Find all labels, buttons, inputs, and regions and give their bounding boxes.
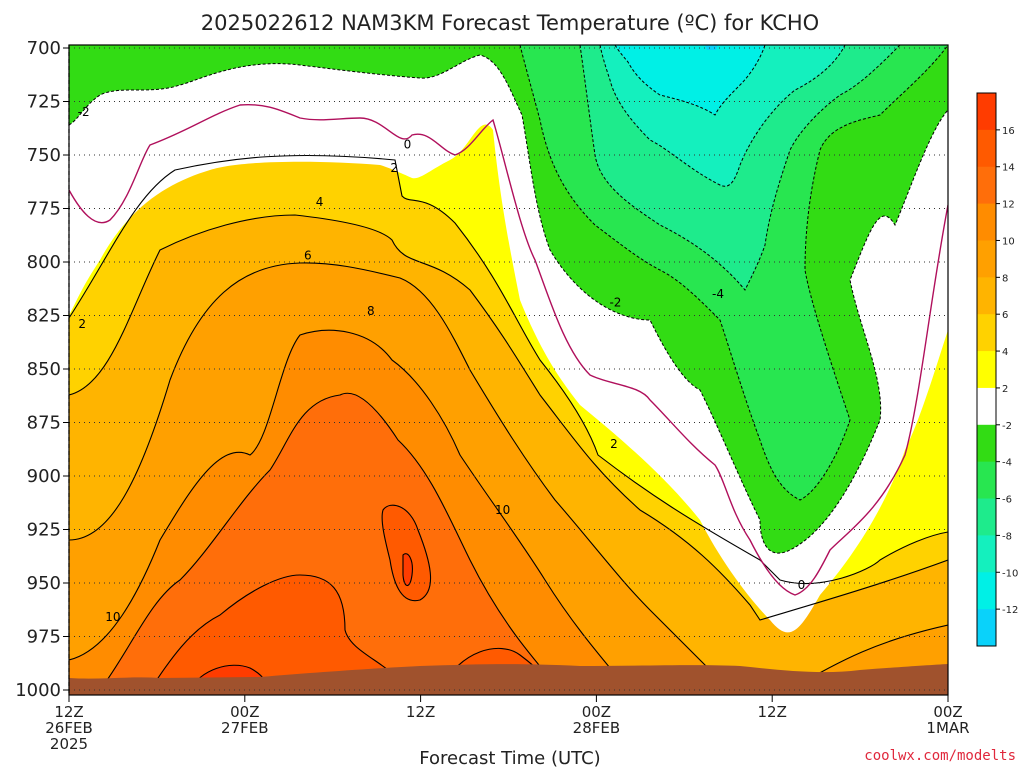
x-tick-label: 1MAR (926, 719, 969, 737)
contour-label: 2 (390, 161, 398, 175)
colorbar-swatch (977, 203, 996, 241)
colorbar-label: -10 (1002, 568, 1018, 579)
colorbar-swatch (977, 314, 996, 352)
contour-minus4 (519, 45, 948, 501)
colorbar-swatch (977, 609, 996, 647)
contour-10 (99, 392, 561, 691)
y-axis: 700 725 750 775 800 825 850 875 900 925 950 975 1000 (15, 38, 69, 701)
contour-label: 6 (304, 249, 312, 263)
y-tick-label: 700 (27, 38, 61, 59)
x-tick-label: 28FEB (573, 719, 620, 737)
contour-label: 2 (78, 317, 86, 331)
contour-minus8 (599, 45, 846, 187)
y-tick-label: 750 (27, 145, 61, 166)
contour-label: -2 (609, 296, 621, 310)
colorbar-label: 12 (1002, 200, 1015, 211)
y-tick-label: 875 (27, 413, 61, 434)
colorbar-swatch (977, 166, 996, 205)
colorbar-label: -2 (1002, 421, 1012, 432)
contour-8 (69, 329, 652, 695)
y-tick-label: 800 (27, 252, 61, 273)
negative-contours (69, 45, 948, 554)
colorbar-label: 10 (1002, 236, 1015, 247)
x-tick-label: 00Z (933, 703, 962, 721)
y-tick-label: 825 (27, 306, 61, 327)
colorbar-swatch (977, 129, 996, 168)
x-tick-label: 2025 (50, 735, 88, 753)
y-tick-label: 950 (27, 573, 61, 594)
colorbar-swatch (977, 572, 996, 610)
y-tick-label: 725 (27, 92, 61, 113)
band-minus14-minus12 (705, 45, 718, 50)
colorbar-swatch (977, 351, 996, 389)
contour-label: 10 (105, 610, 120, 624)
y-tick-label: 775 (27, 199, 61, 220)
colorbar-label: 16 (1002, 126, 1015, 137)
colorbar-label: -4 (1002, 458, 1012, 469)
x-tick-label: 00Z (230, 703, 259, 721)
colorbar-label: 14 (1002, 163, 1015, 174)
contour-minus6 (579, 45, 901, 291)
y-tick-label: 925 (27, 520, 61, 541)
y-tick-label: 1000 (15, 680, 61, 701)
x-tick-label: 12Z (54, 703, 83, 721)
colorbar-frame (976, 92, 997, 647)
y-tick-label: 900 (27, 466, 61, 487)
plot-area (69, 45, 948, 695)
contour-minus2 (69, 54, 948, 554)
ground-below-surface (69, 664, 948, 695)
colorbar-swatch (977, 535, 996, 573)
contour-label: 4 (316, 195, 324, 209)
x-tick-label: 27FEB (221, 719, 268, 737)
y-tick-label: 850 (27, 359, 61, 380)
band-14-16 (150, 505, 558, 695)
colorbar-label: 4 (1002, 347, 1008, 358)
contour-4 (69, 214, 948, 621)
colorbar-swatch (977, 240, 996, 278)
contour-label: 0 (404, 137, 412, 151)
colorbar-swatch (977, 387, 996, 426)
credit-text[interactable]: coolwx.com/modelts (864, 748, 1016, 764)
colorbar-label: -8 (1002, 531, 1012, 542)
x-tick-label: 12Z (758, 703, 787, 721)
colorbar-legend: 16 14 12 10 8 6 4 2 -2 -4 -6 -8 -10 -12 (976, 92, 1018, 647)
contour-label: 8 (367, 304, 375, 318)
colorbar-label: 8 (1002, 273, 1008, 284)
contour-label: 0 (798, 578, 806, 592)
colorbar-swatch (977, 461, 996, 500)
x-tick-label: 00Z (582, 703, 611, 721)
colorbar-label: 6 (1002, 310, 1008, 321)
colorbar-label: -6 (1002, 495, 1012, 506)
colorbar-swatch (977, 498, 996, 536)
contour-label: 10 (495, 503, 510, 517)
contour-2 (69, 154, 948, 584)
colorbar-label: 2 (1002, 384, 1008, 395)
x-tick-label: 26FEB (45, 719, 92, 737)
chart-title: 2025022612 NAM3KM Forecast Temperature (… (201, 11, 819, 35)
band-minus12-minus10 (615, 45, 765, 115)
colorbar-swatch (977, 277, 996, 315)
x-axis-label: Forecast Time (UTC) (419, 748, 600, 768)
contour-label: 2 (610, 437, 618, 451)
x-tick-label: 12Z (406, 703, 435, 721)
colorbar-label: -12 (1002, 605, 1018, 616)
contour-0 (69, 103, 948, 596)
colorbar-swatch (977, 93, 996, 131)
contour-label: -2 (78, 105, 90, 119)
contour-label: -4 (712, 287, 724, 301)
y-tick-label: 975 (27, 627, 61, 648)
colorbar-swatch (977, 424, 996, 463)
